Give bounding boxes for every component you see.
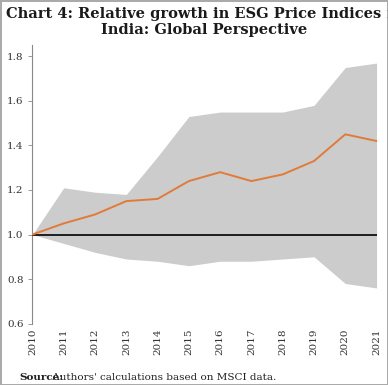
Text: Source:: Source:: [19, 373, 64, 382]
Title: Chart 4: Relative growth in ESG Price Indices in
India: Global Perspective: Chart 4: Relative growth in ESG Price In…: [6, 7, 388, 37]
Text: Authors' calculations based on MSCI data.: Authors' calculations based on MSCI data…: [49, 373, 277, 382]
